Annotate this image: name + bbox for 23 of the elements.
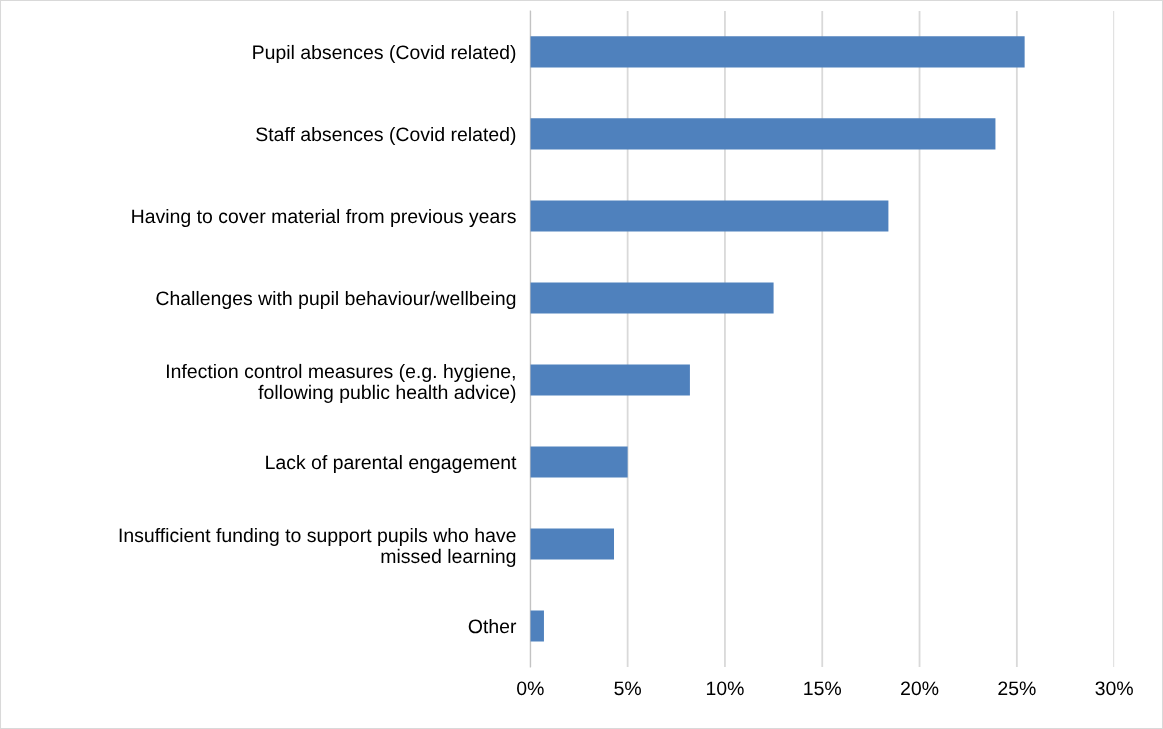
y-tick-label: Lack of parental engagement — [266, 454, 517, 474]
x-tick-label: 15% — [804, 681, 842, 696]
bar — [530, 528, 615, 560]
x-tick-label: 20% — [901, 681, 939, 696]
y-tick-label: Infection control measures (e.g. hygiene, following public health advice) — [166, 363, 516, 403]
y-tick-label: Insufficient funding to support pupils who have missed learning — [119, 527, 516, 567]
x-tick-label: 0% — [517, 681, 544, 696]
bar — [530, 364, 690, 396]
y-tick-label: Challenges with pupil behaviour/wellbeing — [156, 290, 516, 310]
bar — [530, 610, 544, 642]
x-tick-label: 5% — [614, 681, 641, 696]
bar — [530, 200, 889, 232]
bar — [530, 36, 1025, 68]
y-tick-label: Having to cover material from previous years — [132, 208, 516, 228]
y-tick-label: Other — [468, 618, 517, 634]
y-tick-label: Staff absences (Covid related) — [256, 126, 516, 146]
y-tick-label: Pupil absences (Covid related) — [253, 44, 516, 64]
bar — [530, 118, 996, 150]
bar — [530, 446, 628, 478]
x-tick-label: 10% — [706, 681, 744, 696]
x-tick-label: 30% — [1095, 681, 1133, 696]
x-tick-label: 25% — [998, 681, 1036, 696]
bar — [530, 282, 774, 314]
